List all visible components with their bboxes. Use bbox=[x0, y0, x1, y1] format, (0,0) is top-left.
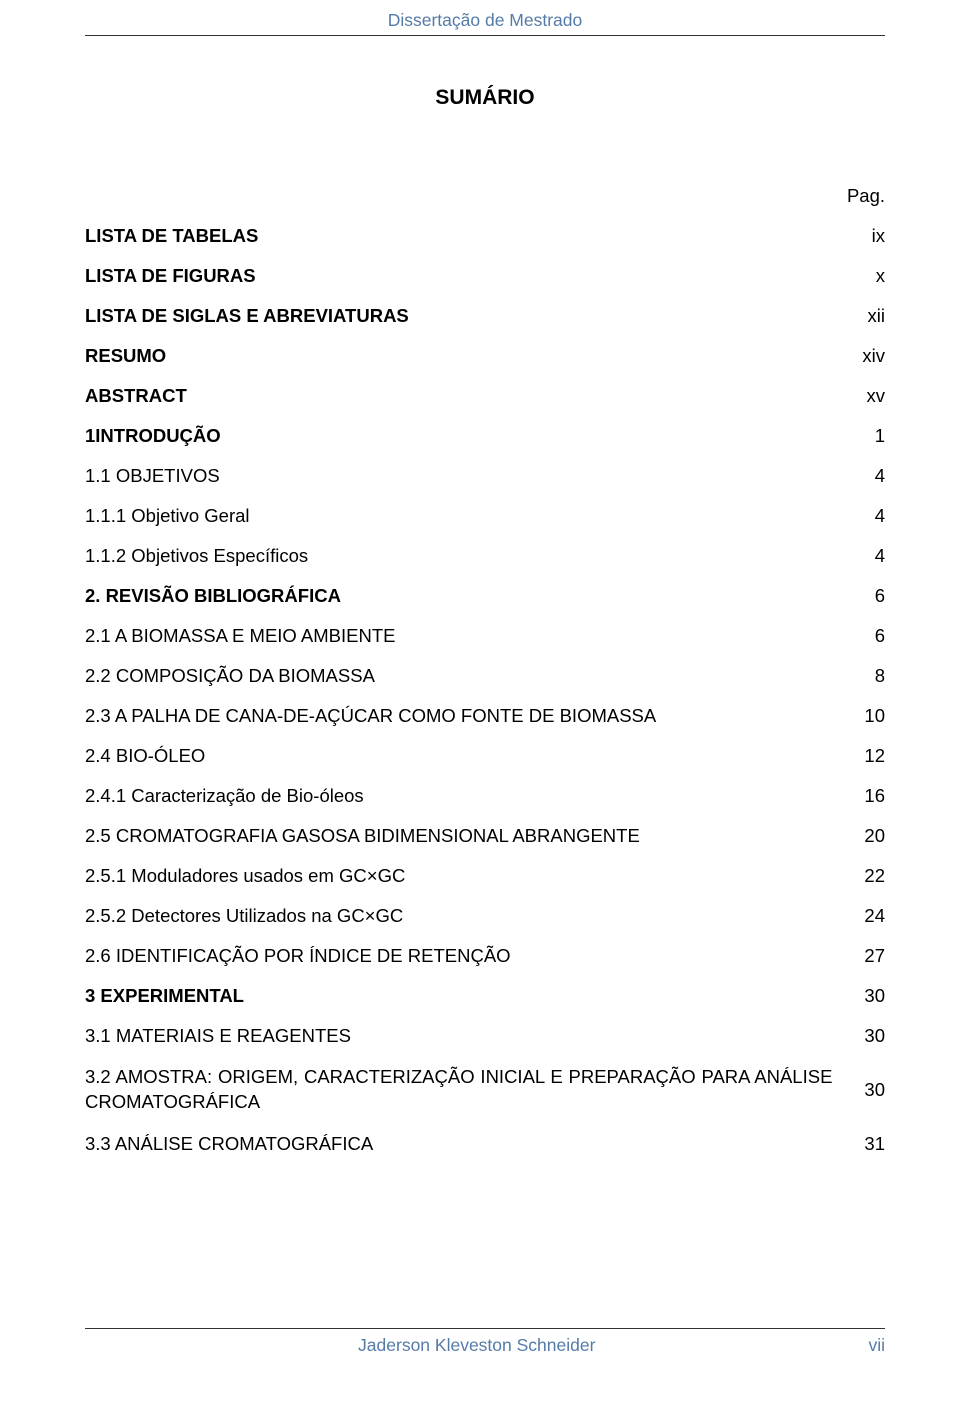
toc-label: 2.3 A PALHA DE CANA-DE-AÇÚCAR COMO FONTE… bbox=[85, 705, 676, 727]
toc-page: 4 bbox=[875, 505, 885, 527]
footer-author: Jaderson Kleveston Schneider bbox=[358, 1335, 595, 1356]
toc-label: 2.4 BIO-ÓLEO bbox=[85, 745, 225, 767]
toc-page: 12 bbox=[864, 745, 885, 767]
toc-page: ix bbox=[872, 225, 885, 247]
toc-row: 2.5.2 Detectores Utilizados na GC×GC 24 bbox=[85, 905, 885, 927]
toc-label: RESUMO bbox=[85, 345, 186, 367]
toc-label: 3.3 ANÁLISE CROMATOGRÁFICA bbox=[85, 1133, 393, 1155]
toc-row: LISTA DE SIGLAS E ABREVIATURAS xii bbox=[85, 305, 885, 327]
toc-page: 30 bbox=[864, 1079, 885, 1101]
page-title: SUMÁRIO bbox=[85, 86, 885, 110]
toc-row: 2. REVISÃO BIBLIOGRÁFICA 6 bbox=[85, 585, 885, 607]
footer: Jaderson Kleveston Schneider vii bbox=[85, 1328, 885, 1356]
toc-page: 10 bbox=[864, 705, 885, 727]
toc-label: 1INTRODUÇÃO bbox=[85, 425, 241, 447]
toc-page: x bbox=[876, 265, 885, 287]
toc-label: 3.1 MATERIAIS E REAGENTES bbox=[85, 1025, 371, 1047]
toc-label: 2.2 COMPOSIÇÃO DA BIOMASSA bbox=[85, 665, 395, 687]
toc-label: ABSTRACT bbox=[85, 385, 207, 407]
footer-page-number: vii bbox=[868, 1335, 885, 1356]
toc-row: 3.1 MATERIAIS E REAGENTES 30 bbox=[85, 1025, 885, 1047]
toc-page: 1 bbox=[875, 425, 885, 447]
toc-label: 3.2 AMOSTRA: ORIGEM, CARACTERIZAÇÃO INIC… bbox=[85, 1065, 852, 1115]
toc-container: Pag. LISTA DE TABELAS ix LISTA DE FIGURA… bbox=[85, 185, 885, 1155]
toc-row: 3 EXPERIMENTAL 30 bbox=[85, 985, 885, 1007]
toc-label: 2.5 CROMATOGRAFIA GASOSA BIDIMENSIONAL A… bbox=[85, 825, 660, 847]
toc-label: 2.4.1 Caracterização de Bio-óleos bbox=[85, 785, 384, 807]
toc-row: LISTA DE TABELAS ix bbox=[85, 225, 885, 247]
toc-label: 2. REVISÃO BIBLIOGRÁFICA bbox=[85, 585, 361, 607]
toc-page: 20 bbox=[864, 825, 885, 847]
toc-label: 1.1.2 Objetivos Específicos bbox=[85, 545, 328, 567]
toc-row: 3.3 ANÁLISE CROMATOGRÁFICA 31 bbox=[85, 1133, 885, 1155]
toc-row: 2.5.1 Moduladores usados em GC×GC 22 bbox=[85, 865, 885, 887]
toc-page: xiv bbox=[862, 345, 885, 367]
toc-label: 1.1.1 Objetivo Geral bbox=[85, 505, 270, 527]
toc-label: 1.1 OBJETIVOS bbox=[85, 465, 240, 487]
toc-page: 30 bbox=[864, 1025, 885, 1047]
toc-label: 2.6 IDENTIFICAÇÃO POR ÍNDICE DE RETENÇÃO bbox=[85, 945, 531, 967]
toc-row: 2.6 IDENTIFICAÇÃO POR ÍNDICE DE RETENÇÃO… bbox=[85, 945, 885, 967]
toc-page: 24 bbox=[864, 905, 885, 927]
toc-row: 2.4 BIO-ÓLEO 12 bbox=[85, 745, 885, 767]
toc-row: 1.1.1 Objetivo Geral 4 bbox=[85, 505, 885, 527]
toc-page: 30 bbox=[864, 985, 885, 1007]
toc-page: 6 bbox=[875, 625, 885, 647]
header-rule bbox=[85, 35, 885, 36]
toc-row: 2.5 CROMATOGRAFIA GASOSA BIDIMENSIONAL A… bbox=[85, 825, 885, 847]
toc-label: 2.1 A BIOMASSA E MEIO AMBIENTE bbox=[85, 625, 416, 647]
toc-page: 31 bbox=[864, 1133, 885, 1155]
toc-row: 2.4.1 Caracterização de Bio-óleos 16 bbox=[85, 785, 885, 807]
toc-row: 1.1 OBJETIVOS 4 bbox=[85, 465, 885, 487]
toc-page: 16 bbox=[864, 785, 885, 807]
toc-row: 1.1.2 Objetivos Específicos 4 bbox=[85, 545, 885, 567]
running-header: Dissertação de Mestrado bbox=[85, 10, 885, 31]
toc-row: 2.1 A BIOMASSA E MEIO AMBIENTE 6 bbox=[85, 625, 885, 647]
toc-label: LISTA DE TABELAS bbox=[85, 225, 278, 247]
toc-page: 4 bbox=[875, 545, 885, 567]
toc-label: 2.5.2 Detectores Utilizados na GC×GC bbox=[85, 905, 423, 927]
toc-page-label: Pag. bbox=[847, 185, 885, 207]
toc-label: 2.5.1 Moduladores usados em GC×GC bbox=[85, 865, 425, 887]
toc-row: 3.2 AMOSTRA: ORIGEM, CARACTERIZAÇÃO INIC… bbox=[85, 1065, 885, 1115]
toc-page-header: Pag. bbox=[85, 185, 885, 207]
toc-page: 22 bbox=[864, 865, 885, 887]
toc-label: LISTA DE FIGURAS bbox=[85, 265, 276, 287]
toc-row: ABSTRACT xv bbox=[85, 385, 885, 407]
footer-line: Jaderson Kleveston Schneider vii bbox=[85, 1335, 885, 1356]
toc-page: 6 bbox=[875, 585, 885, 607]
toc-row: RESUMO xiv bbox=[85, 345, 885, 367]
toc-row: 2.3 A PALHA DE CANA-DE-AÇÚCAR COMO FONTE… bbox=[85, 705, 885, 727]
toc-row: 1INTRODUÇÃO 1 bbox=[85, 425, 885, 447]
footer-rule bbox=[85, 1328, 885, 1329]
toc-page: 4 bbox=[875, 465, 885, 487]
toc-label: 3 EXPERIMENTAL bbox=[85, 985, 264, 1007]
toc-row: 2.2 COMPOSIÇÃO DA BIOMASSA 8 bbox=[85, 665, 885, 687]
toc-page: xv bbox=[867, 385, 886, 407]
toc-label: LISTA DE SIGLAS E ABREVIATURAS bbox=[85, 305, 429, 327]
toc-page: 27 bbox=[864, 945, 885, 967]
toc-page: 8 bbox=[875, 665, 885, 687]
toc-row: LISTA DE FIGURAS x bbox=[85, 265, 885, 287]
toc-page: xii bbox=[868, 305, 885, 327]
